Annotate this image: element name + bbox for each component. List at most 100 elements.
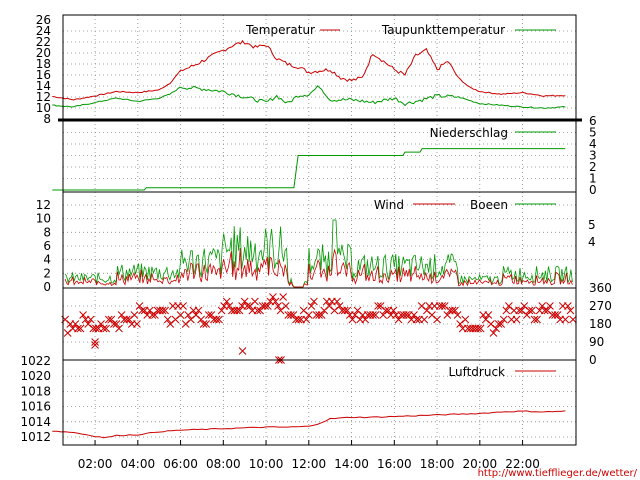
dewpoint-line xyxy=(52,85,566,109)
temperature-line xyxy=(52,39,566,101)
wind-direction-marker xyxy=(263,302,272,310)
wind-direction-marker xyxy=(79,311,87,319)
wind-direction-marker xyxy=(438,302,447,310)
wind-direction-marker xyxy=(304,311,313,319)
legend-wind-label: Wind xyxy=(374,198,404,212)
wind-direction-marker xyxy=(433,315,441,324)
y-tick-label: 10 xyxy=(36,101,51,115)
wind-direction-marker xyxy=(91,338,99,346)
wind-direction-marker xyxy=(199,320,208,328)
y-tick-label: 20 xyxy=(36,46,51,60)
wind-direction-marker xyxy=(561,315,570,324)
y-tick-label: 8 xyxy=(43,112,51,126)
y-tick-label: 18 xyxy=(36,57,51,71)
y-tick-label: 2 xyxy=(43,266,51,280)
wind-direction-marker xyxy=(566,306,575,315)
wind-direction-marker xyxy=(374,302,382,310)
y-tick-label: 16 xyxy=(36,68,51,82)
wind-direction-marker xyxy=(133,320,141,328)
wind-direction-marker xyxy=(202,320,211,328)
y-tick-label: 10 xyxy=(36,212,51,226)
wind-direction-marker xyxy=(271,297,280,306)
x-tick-label: 02:00 xyxy=(78,457,113,471)
legend-temperatur-label: Temperatur xyxy=(245,23,315,37)
x-tick-label: 10:00 xyxy=(249,457,284,471)
wind-direction-marker xyxy=(269,293,277,301)
wind-direction-marker xyxy=(461,315,470,324)
wind-direction-marker xyxy=(102,324,111,333)
y-tick-label: 0 xyxy=(43,280,51,294)
y-tick-label: 24 xyxy=(36,24,51,38)
wind-direction-marker xyxy=(333,297,341,306)
wind-direction-marker xyxy=(512,315,521,324)
wind-direction-marker xyxy=(99,324,108,333)
wind-direction-marker xyxy=(553,311,562,319)
wind-direction-marker xyxy=(176,311,185,319)
y-tick-label: 360 xyxy=(589,281,612,295)
wind-direction-marker xyxy=(369,311,377,319)
source-url: http://www.tiefflieger.de/wetter/ xyxy=(478,468,638,479)
wind-direction-marker xyxy=(274,302,282,310)
y-tick-label: 270 xyxy=(589,299,612,313)
y-tick-label: 8 xyxy=(43,225,51,239)
y-tick-label: 14 xyxy=(36,79,51,93)
wind-direction-marker xyxy=(476,324,485,333)
legend-boeen-label: Boeen xyxy=(470,198,508,212)
x-tick-label: 14:00 xyxy=(334,457,369,471)
wind-direction-marker xyxy=(161,306,170,315)
x-tick-label: 20:00 xyxy=(463,457,498,471)
wind-direction-marker xyxy=(499,315,508,324)
wind-direction-marker xyxy=(497,320,506,328)
wind-direction-marker xyxy=(235,306,244,315)
wind-direction-marker xyxy=(115,324,123,333)
legend-luftdruck-label: Luftdruck xyxy=(448,365,505,379)
wind-direction-marker xyxy=(294,315,303,324)
wind-direction-marker xyxy=(76,324,85,333)
wind-direction-marker xyxy=(420,315,429,324)
wind-direction-marker xyxy=(528,306,536,315)
y-tick-label: 1020 xyxy=(20,369,51,383)
x-tick-label: 08:00 xyxy=(206,457,241,471)
wind-direction-marker xyxy=(343,306,352,315)
wind-direction-marker xyxy=(158,306,167,315)
y-tick-label: 1018 xyxy=(20,384,51,398)
y-tick-label: 5 xyxy=(589,126,597,140)
x-tick-label: 18:00 xyxy=(420,457,455,471)
y-tick-label: 1 xyxy=(589,172,597,186)
x-tick-label: 04:00 xyxy=(121,457,156,471)
wind-direction-marker xyxy=(222,297,231,306)
y-tick-label: 4 xyxy=(43,253,51,267)
wind-direction-marker xyxy=(212,315,221,324)
wind-direction-marker xyxy=(194,306,203,315)
gust-line xyxy=(64,219,573,288)
y-tick-label: 1022 xyxy=(20,354,51,368)
wind-direction-marker xyxy=(238,347,247,355)
wind-direction-marker xyxy=(112,320,121,328)
wind-direction-marker xyxy=(453,311,462,319)
y-tick-label: 90 xyxy=(589,335,604,349)
y-tick-label: 26 xyxy=(36,13,51,27)
wind-direction-marker xyxy=(525,306,534,315)
y-tick-label: 6 xyxy=(589,114,597,128)
wind-direction-marker xyxy=(564,302,572,310)
wind-direction-marker xyxy=(389,306,398,315)
wind-direction-marker xyxy=(533,315,541,324)
wind-direction-marker xyxy=(451,306,459,315)
y-tick-label: 1012 xyxy=(20,430,51,444)
wind-direction-marker xyxy=(307,302,316,310)
wind-direction-marker xyxy=(474,324,482,333)
pressure-line xyxy=(52,410,566,439)
wind-direction-marker xyxy=(302,315,311,324)
wind-direction-marker xyxy=(279,293,288,301)
y-tick-label: 12 xyxy=(36,90,51,104)
wind-direction-marker xyxy=(215,315,223,324)
legend-taupunkt-label: Taupunkttemperatur xyxy=(381,23,505,37)
wind-direction-marker xyxy=(86,315,95,324)
wind-direction-marker xyxy=(371,311,380,319)
y-tick-label: 6 xyxy=(43,239,51,253)
plot-frame xyxy=(62,14,577,446)
wind-line xyxy=(64,247,573,288)
legend-niederschlag-label: Niederschlag xyxy=(430,126,508,140)
wind-direction-marker xyxy=(74,324,82,333)
